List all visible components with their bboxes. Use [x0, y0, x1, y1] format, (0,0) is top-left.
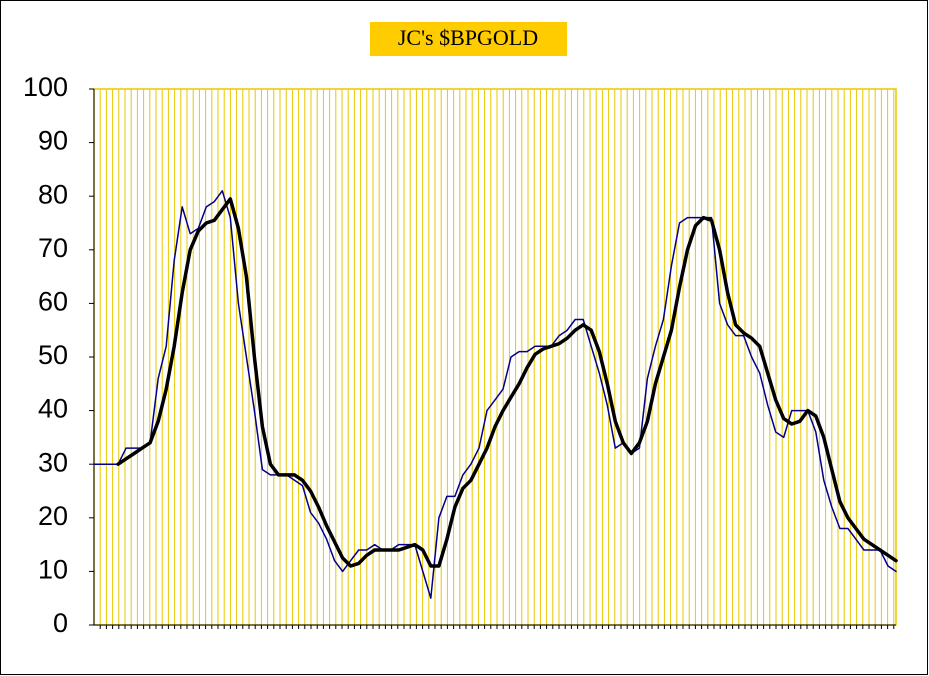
- y-tick-label: 30: [38, 447, 68, 477]
- y-tick-label: 70: [38, 233, 68, 263]
- y-tick-label: 10: [38, 555, 68, 585]
- series-line: [116, 197, 898, 568]
- y-tick-label: 0: [53, 608, 68, 638]
- y-tick-label: 90: [38, 126, 68, 156]
- vertical-grid: [99, 89, 895, 629]
- y-tick-label: 20: [38, 501, 68, 531]
- chart-title: JC's $BPGOLD: [398, 25, 538, 50]
- y-tick-label: 100: [23, 72, 68, 102]
- y-tick-label: 80: [38, 179, 68, 209]
- title-box: [370, 22, 567, 56]
- y-tick-label: 50: [38, 340, 68, 370]
- series-line: [93, 190, 897, 599]
- y-tick-label: 60: [38, 287, 68, 317]
- y-tick-label: 40: [38, 394, 68, 424]
